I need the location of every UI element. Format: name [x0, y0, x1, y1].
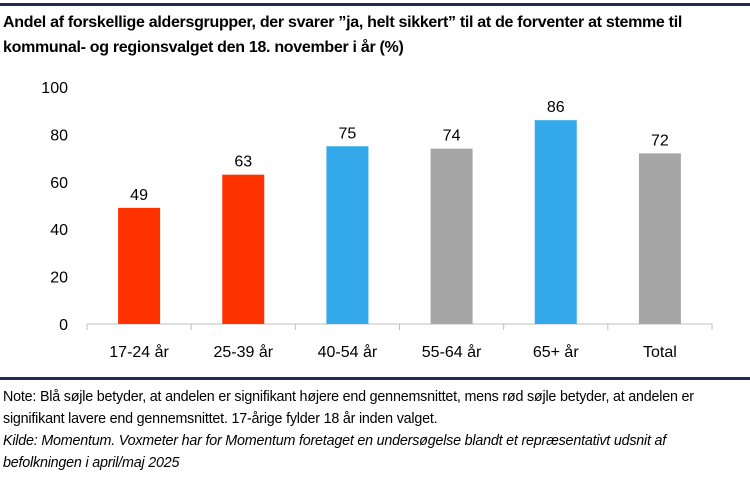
x-tick-label: 55-64 år	[422, 343, 482, 361]
bar	[222, 174, 265, 324]
y-tick-label: 0	[59, 317, 68, 334]
data-label: 49	[130, 187, 148, 204]
x-tick-label: 40-54 år	[318, 343, 378, 361]
notes: Note: Blå søjle betyder, at andelen er s…	[3, 386, 748, 474]
x-tick-label: 17-24 år	[109, 343, 169, 361]
bottom-rule	[0, 377, 750, 380]
chart-title: Andel af forskellige aldersgrupper, der …	[3, 14, 682, 56]
note-text: Note: Blå søjle betyder, at andelen er s…	[3, 389, 694, 427]
y-tick-label: 60	[50, 175, 68, 192]
x-tick-label: Total	[643, 344, 677, 361]
data-label: 75	[339, 125, 357, 142]
bar	[430, 148, 473, 324]
bar	[118, 207, 161, 324]
top-rule	[0, 3, 750, 6]
x-tick-label: 25-39 år	[213, 343, 273, 361]
x-tick-label: 65+ år	[533, 343, 579, 361]
data-label: 63	[234, 154, 252, 171]
source-text: Kilde: Momentum. Voxmeter har for Moment…	[3, 433, 667, 471]
y-tick-label: 100	[41, 80, 68, 97]
data-label: 74	[443, 128, 461, 145]
y-tick-label: 40	[50, 222, 68, 239]
bar	[534, 120, 577, 325]
y-tick-label: 80	[50, 127, 68, 144]
bar-chart: 0 20 40 60 80 100 49 17-24 år 63 25-39 år 75 40-54 …	[41, 80, 713, 361]
data-label: 72	[651, 132, 669, 149]
data-label: 86	[547, 99, 565, 116]
y-tick-label: 20	[50, 270, 68, 287]
bar	[638, 153, 681, 324]
bar	[326, 146, 369, 324]
